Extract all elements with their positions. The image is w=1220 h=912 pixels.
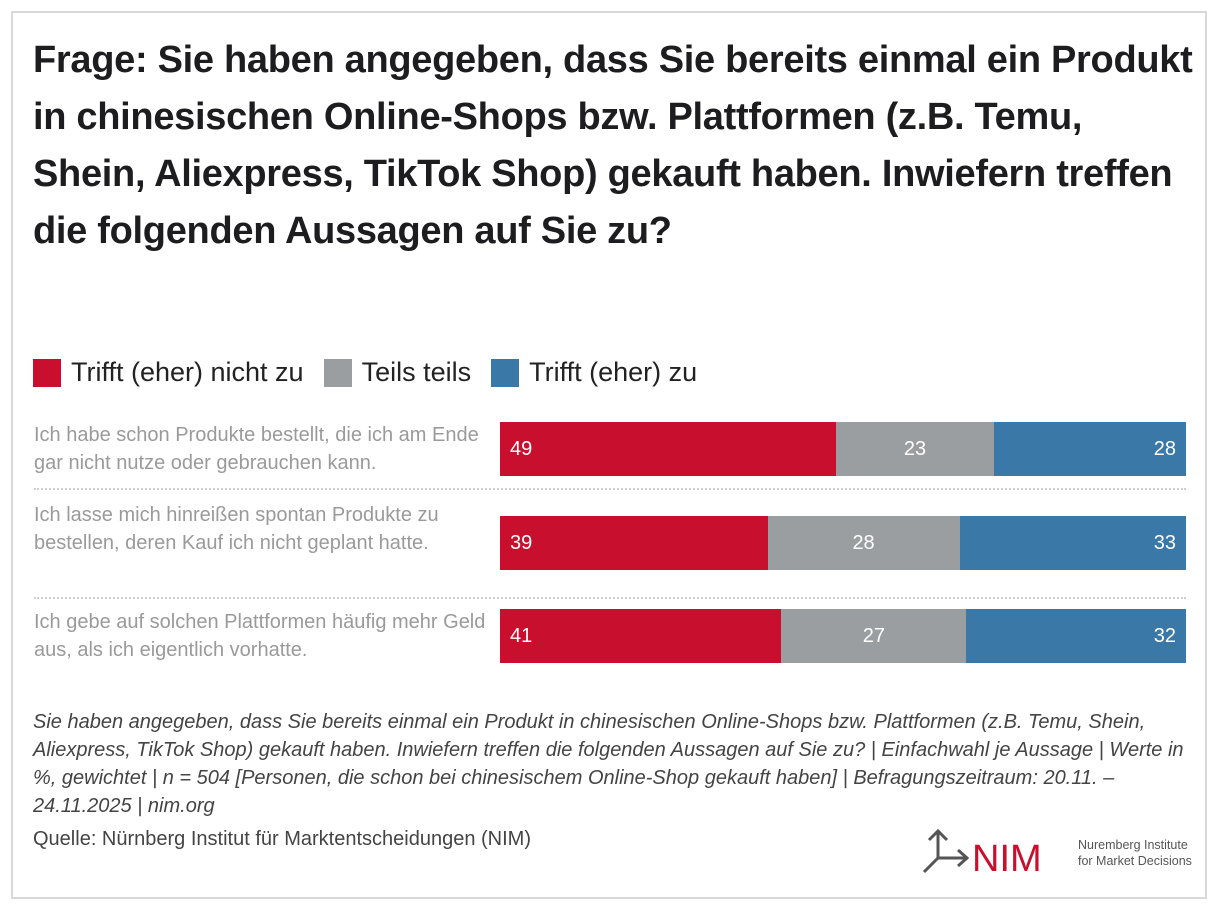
row-divider: [34, 597, 1186, 599]
legend-label: Teils teils: [361, 357, 472, 387]
segment-neutral: 28: [767, 516, 960, 570]
legend-swatch: [33, 358, 61, 387]
nim-logo: NIM Nuremberg Institute for Market Decis…: [920, 828, 1192, 878]
logo-text: Nuremberg Institute for Market Decisions: [1078, 837, 1192, 869]
data-label: 49: [510, 437, 533, 460]
legend-label: Trifft (eher) zu: [529, 357, 698, 387]
data-label: 27: [862, 624, 885, 647]
segment-disagree: 39: [500, 516, 768, 570]
bar-row: 41 27 32: [500, 609, 1186, 663]
legend-item-disagree: Trifft (eher) nicht zu: [33, 357, 304, 388]
segment-neutral: 27: [781, 609, 967, 663]
chart-frame: [11, 11, 1207, 899]
data-label: 39: [510, 531, 533, 554]
bar-row: 49 23 28: [500, 422, 1186, 476]
segment-disagree: 49: [500, 422, 837, 476]
legend-swatch: [323, 358, 352, 387]
bar-row: 39 28 33: [500, 516, 1186, 570]
data-label: 23: [903, 437, 927, 460]
legend: Trifft (eher) nicht zu Teils teils Triff…: [33, 357, 697, 388]
legend-label: Trifft (eher) nicht zu: [71, 357, 304, 387]
segment-agree: 32: [966, 609, 1186, 663]
segment-disagree: 41: [500, 609, 782, 663]
data-label: 33: [1153, 531, 1176, 554]
nim-logo-mark: NIM: [922, 828, 1042, 878]
logo-wordmark: NIM: [972, 838, 1042, 878]
data-label: 41: [510, 624, 533, 647]
legend-item-neutral: Teils teils: [323, 357, 472, 388]
segment-neutral: 23: [836, 422, 994, 476]
data-label: 32: [1153, 624, 1176, 647]
legend-item-agree: Trifft (eher) zu: [491, 357, 697, 388]
row-divider: [34, 488, 1186, 490]
footnote: Sie haben angegeben, dass Sie bereits ei…: [33, 711, 1184, 817]
segment-agree: 28: [993, 422, 1186, 476]
source: Quelle: Nürnberg Institut für Marktentsc…: [33, 828, 531, 850]
logo-line2: for Market Decisions: [1078, 854, 1192, 868]
category-label: Ich habe schon Produkte bestellt, die ic…: [34, 424, 479, 474]
legend-swatch: [491, 358, 520, 387]
data-label: 28: [852, 531, 875, 554]
category-label: Ich gebe auf solchen Plattformen häufig …: [34, 611, 486, 661]
segment-agree: 33: [959, 516, 1186, 570]
chart-title: Frage: Sie haben angegeben, dass Sie ber…: [33, 39, 1193, 252]
category-label: Ich lasse mich hinreißen spontan Produkt…: [34, 504, 439, 554]
logo-line1: Nuremberg Institute: [1078, 838, 1188, 852]
data-label: 28: [1153, 437, 1176, 460]
